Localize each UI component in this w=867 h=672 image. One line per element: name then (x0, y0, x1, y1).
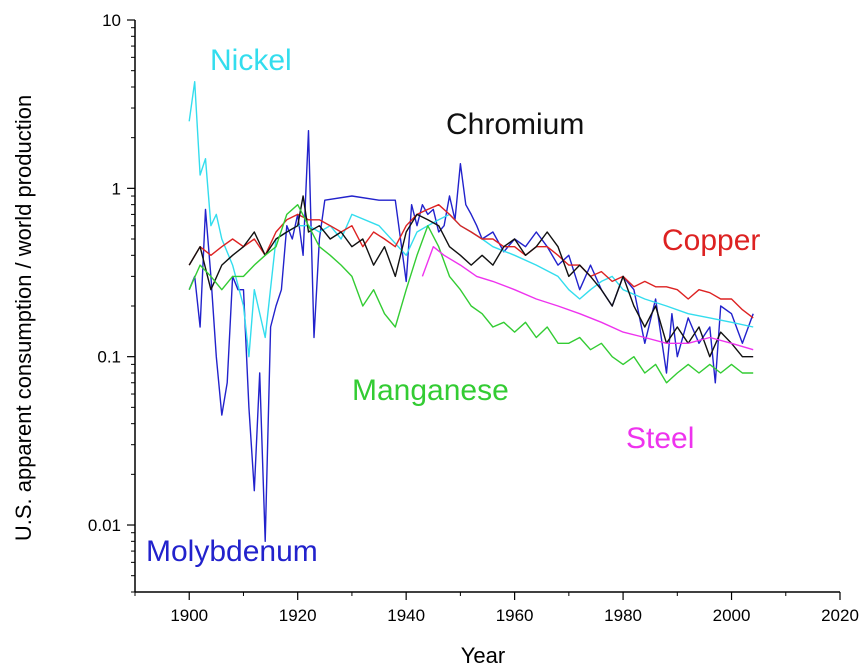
x-tick-label: 1980 (604, 606, 642, 625)
series-lines (188, 80, 754, 542)
y-tick-label: 0.01 (88, 516, 121, 535)
x-tick-label: 1900 (170, 606, 208, 625)
series-label-chromium: Chromium (446, 108, 584, 141)
tick-labels: 1900 1920 1940 1960 1980 2000 2020 10 1 0.1 0.01 (88, 11, 859, 625)
y-axis-title: U.S. apparent consumption / world produc… (11, 95, 36, 541)
series-label-molybdenum: Molybdenum (146, 535, 318, 568)
x-tick-label: 1960 (496, 606, 534, 625)
series-label-steel: Steel (626, 422, 694, 455)
x-tick-label: 2020 (821, 606, 859, 625)
x-tick-label: 1940 (387, 606, 425, 625)
series-label-nickel: Nickel (210, 44, 292, 77)
series-line-steel (421, 245, 754, 351)
series-line-molybdenum (188, 129, 754, 542)
series-label-copper: Copper (662, 224, 760, 257)
series-label-manganese: Manganese (352, 374, 509, 407)
axes (127, 19, 841, 600)
y-tick-label: 1 (112, 179, 121, 198)
y-tick-label: 0.1 (97, 348, 121, 367)
x-tick-label: 1920 (279, 606, 317, 625)
x-axis-title: Year (461, 643, 505, 668)
series-line-manganese (188, 203, 754, 384)
x-tick-label: 2000 (713, 606, 751, 625)
y-tick-label: 10 (102, 11, 121, 30)
series-line-chromium (188, 195, 754, 358)
